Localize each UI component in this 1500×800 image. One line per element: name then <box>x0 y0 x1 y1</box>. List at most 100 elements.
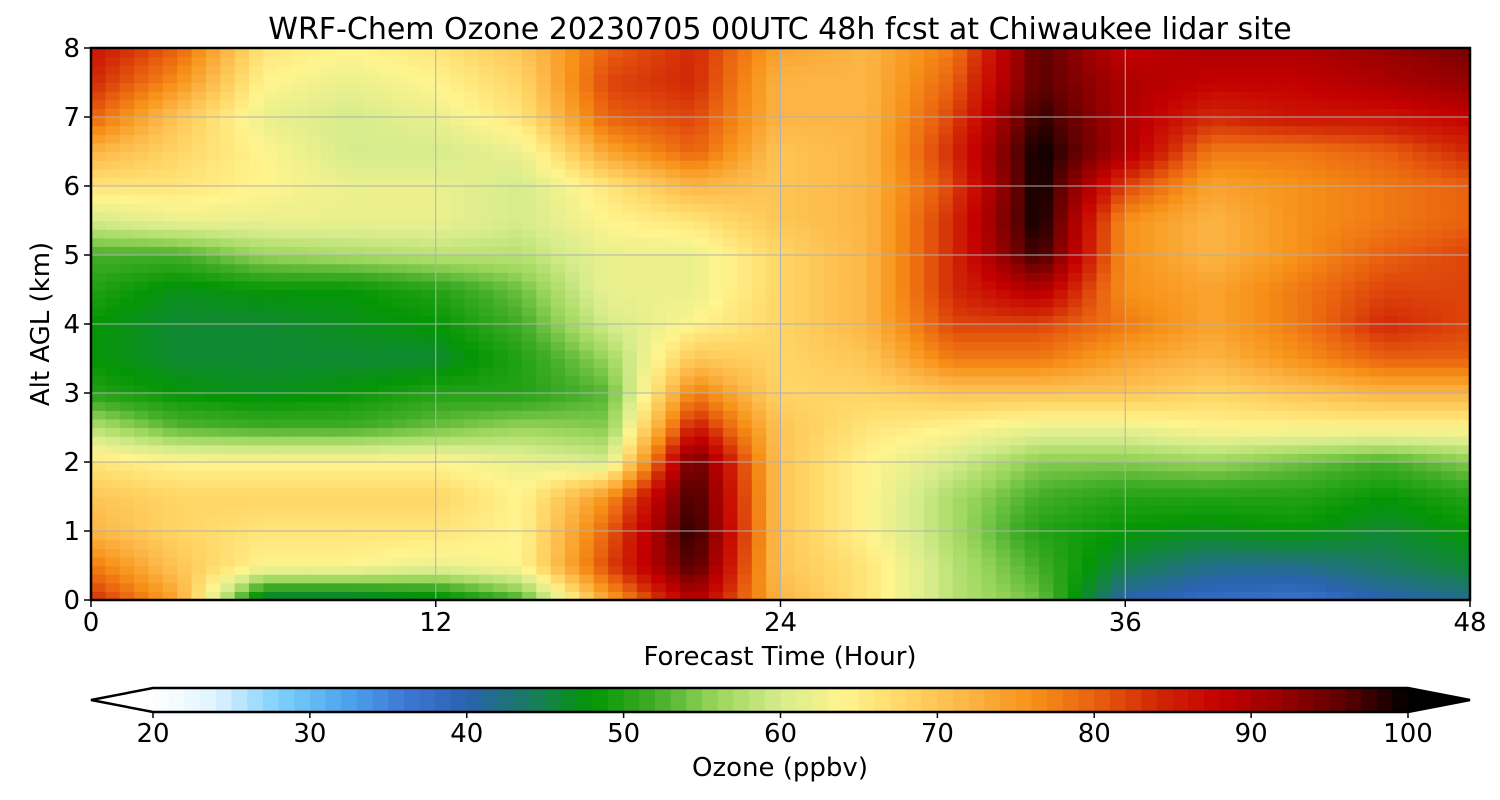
heatmap-cell <box>478 177 494 187</box>
heatmap-cell <box>1197 280 1213 291</box>
heatmap-cell <box>1254 574 1270 584</box>
heatmap-cell <box>622 487 638 498</box>
heatmap-cell <box>1225 289 1241 299</box>
heatmap-cell <box>1153 177 1169 187</box>
heatmap-cell <box>794 151 810 161</box>
heatmap-cell <box>1225 574 1241 584</box>
heatmap-cell <box>952 582 968 592</box>
heatmap-cell <box>1067 418 1083 429</box>
heatmap-cell <box>119 315 135 325</box>
heatmap-cell <box>866 272 882 282</box>
heatmap-cell <box>852 272 868 282</box>
heatmap-cell <box>809 393 825 403</box>
heatmap-cell <box>1254 263 1270 273</box>
heatmap-cell <box>550 315 566 325</box>
heatmap-cell <box>708 462 724 472</box>
heatmap-cell <box>565 151 580 161</box>
heatmap-cell <box>234 220 250 230</box>
heatmap-cell <box>909 194 925 204</box>
heatmap-cell <box>809 298 825 308</box>
heatmap-cell <box>593 384 609 394</box>
heatmap-cell <box>1197 289 1213 299</box>
heatmap-cell <box>636 453 652 463</box>
heatmap-cell <box>1412 591 1428 600</box>
heatmap-cell <box>636 582 652 592</box>
heatmap-cell <box>478 479 494 489</box>
heatmap-cell <box>134 574 150 584</box>
heatmap-cell <box>881 375 897 385</box>
heatmap-cell <box>1455 272 1470 282</box>
heatmap-cell <box>909 186 925 196</box>
heatmap-cell <box>938 393 954 403</box>
heatmap-cell <box>1039 522 1055 532</box>
heatmap-cell <box>1455 436 1470 446</box>
heatmap-cell <box>148 177 164 187</box>
heatmap-cell <box>1297 255 1313 265</box>
heatmap-cell <box>378 496 394 506</box>
heatmap-cell <box>1240 315 1256 325</box>
heatmap-cell <box>1211 246 1227 256</box>
heatmap-cell <box>1268 349 1284 360</box>
heatmap-cell <box>651 453 667 463</box>
heatmap-cell <box>148 151 164 161</box>
heatmap-cell <box>105 531 121 541</box>
heatmap-cell <box>435 177 451 187</box>
heatmap-cell <box>665 349 681 360</box>
heatmap-cell <box>363 393 379 403</box>
heatmap-cell <box>1153 332 1169 342</box>
heatmap-cell <box>162 531 178 541</box>
heatmap-cell <box>277 548 293 558</box>
heatmap-cell <box>967 582 983 592</box>
heatmap-cell <box>363 349 379 360</box>
heatmap-cell <box>493 427 509 437</box>
heatmap-cell <box>162 513 178 523</box>
heatmap-cell <box>363 298 379 308</box>
heatmap-cell <box>1211 349 1227 360</box>
heatmap-cell <box>1053 177 1069 187</box>
heatmap-cell <box>895 591 911 600</box>
heatmap-cell <box>1340 315 1356 325</box>
heatmap-cell <box>335 358 351 368</box>
heatmap-cell <box>205 436 221 446</box>
heatmap-cell <box>794 237 810 247</box>
heatmap-cell <box>177 229 193 239</box>
heatmap-cell <box>665 375 681 385</box>
heatmap-cell <box>881 496 897 506</box>
heatmap-cell <box>378 418 394 429</box>
heatmap-cell <box>952 289 968 299</box>
heatmap-cell <box>105 194 121 204</box>
heatmap-cell <box>191 591 207 600</box>
heatmap-cell <box>952 194 968 204</box>
heatmap-cell <box>608 513 624 523</box>
heatmap-cell <box>1340 272 1356 282</box>
heatmap-cell <box>1024 237 1040 247</box>
heatmap-cell <box>162 444 178 454</box>
heatmap-cell <box>866 367 882 377</box>
heatmap-cell <box>119 194 135 204</box>
heatmap-cell <box>608 298 624 308</box>
heatmap-cell <box>651 229 667 239</box>
heatmap-cell <box>981 487 997 498</box>
heatmap-cell <box>220 229 236 239</box>
heatmap-cell <box>1053 375 1069 385</box>
heatmap-cell <box>1268 496 1284 506</box>
heatmap-cell <box>593 194 609 204</box>
heatmap-cell <box>91 496 106 506</box>
heatmap-cell <box>162 462 178 472</box>
heatmap-cell <box>737 470 753 480</box>
heatmap-cell <box>507 505 523 515</box>
heatmap-cell <box>837 306 853 316</box>
heatmap-cell <box>234 229 250 239</box>
heatmap-cell <box>952 410 968 420</box>
heatmap-cell <box>636 436 652 446</box>
heatmap-cell <box>1024 211 1040 222</box>
heatmap-cell <box>565 548 580 558</box>
heatmap-cell <box>464 332 480 342</box>
heatmap-cell <box>177 496 193 506</box>
heatmap-cell <box>1412 255 1428 265</box>
heatmap-cell <box>1110 496 1126 506</box>
heatmap-cell <box>1225 349 1241 360</box>
heatmap-cell <box>1268 229 1284 239</box>
heatmap-cell <box>1326 574 1342 584</box>
heatmap-cell <box>694 470 710 480</box>
